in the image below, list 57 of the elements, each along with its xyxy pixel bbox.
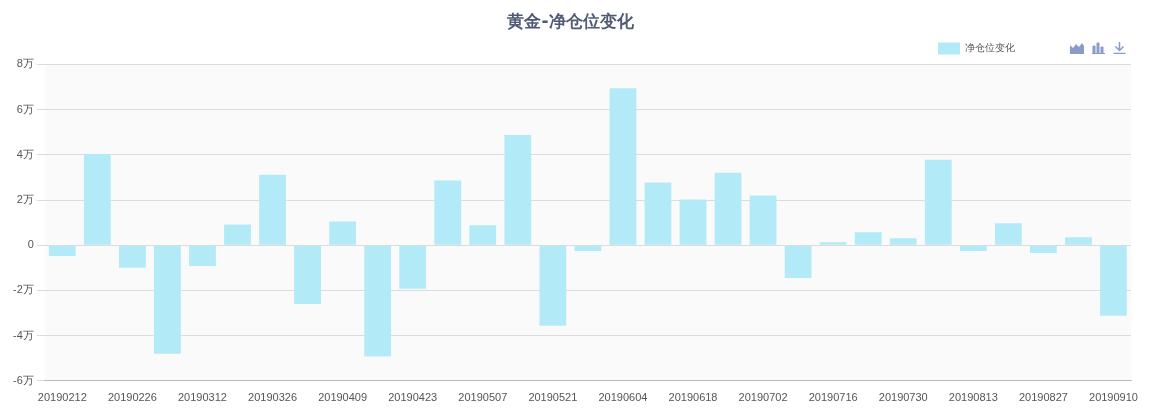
x-tick-label: 20190226 bbox=[107, 391, 157, 404]
bar bbox=[259, 174, 286, 245]
x-tick-label: 20190827 bbox=[1018, 391, 1068, 404]
bar bbox=[539, 245, 567, 326]
bar bbox=[1065, 237, 1092, 245]
bar bbox=[889, 238, 917, 245]
bar bbox=[118, 245, 146, 268]
bar bbox=[294, 245, 321, 304]
bar bbox=[48, 245, 76, 257]
bar bbox=[924, 159, 952, 245]
x-tick-label: 20190212 bbox=[37, 391, 87, 404]
bar bbox=[469, 225, 497, 245]
bar bbox=[434, 180, 462, 245]
bar bbox=[609, 88, 637, 245]
x-tick-label: 20190409 bbox=[318, 391, 368, 404]
bar bbox=[83, 153, 111, 245]
y-tick-label: -4万 bbox=[13, 328, 34, 341]
x-tick-label: 20190702 bbox=[738, 391, 788, 404]
bar bbox=[1030, 245, 1057, 254]
bar bbox=[574, 245, 602, 252]
bar bbox=[329, 221, 357, 245]
y-tick-label: -2万 bbox=[13, 283, 34, 296]
x-tick-label: 20190326 bbox=[248, 391, 298, 404]
bar bbox=[504, 134, 532, 245]
y-tick-label: 6万 bbox=[16, 102, 34, 115]
bar bbox=[399, 245, 427, 289]
bar bbox=[189, 245, 216, 266]
x-tick-label: 20190730 bbox=[878, 391, 928, 404]
x-tick-label: 20190312 bbox=[177, 391, 227, 404]
y-tick-label: 8万 bbox=[16, 57, 34, 70]
bar bbox=[364, 245, 392, 357]
bar bbox=[679, 199, 707, 245]
y-tick-label: 0 bbox=[27, 238, 34, 251]
bar bbox=[959, 245, 987, 252]
legend-label: 净仓位变化 bbox=[965, 42, 1015, 54]
x-tick-label: 20190521 bbox=[528, 391, 578, 404]
bar bbox=[784, 245, 812, 278]
x-tick-label: 20190618 bbox=[668, 391, 718, 404]
bar bbox=[854, 232, 882, 245]
y-tick-label: 4万 bbox=[16, 147, 34, 160]
x-tick-label: 20190716 bbox=[808, 391, 858, 404]
bar bbox=[749, 195, 777, 245]
bar bbox=[224, 224, 251, 245]
y-tick-label: 2万 bbox=[16, 193, 34, 206]
bar bbox=[1100, 245, 1127, 316]
chart-title: 黄金-净仓位变化 bbox=[506, 10, 635, 31]
y-tick-label: -6万 bbox=[13, 373, 34, 386]
x-tick-label: 20190813 bbox=[948, 391, 998, 404]
bar bbox=[994, 223, 1022, 245]
x-tick-label: 20190910 bbox=[1089, 391, 1138, 404]
x-tick-label: 20190507 bbox=[458, 391, 508, 404]
x-tick-label: 20190423 bbox=[388, 391, 438, 404]
bar bbox=[154, 245, 181, 354]
bar bbox=[819, 242, 847, 245]
bar bbox=[644, 182, 672, 245]
bar bbox=[714, 172, 742, 245]
x-tick-label: 20190604 bbox=[598, 391, 648, 404]
